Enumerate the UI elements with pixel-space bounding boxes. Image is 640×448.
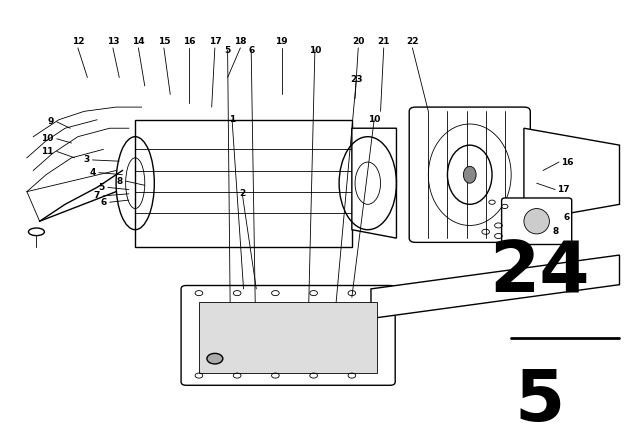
- Text: 3: 3: [83, 155, 90, 164]
- Text: 10: 10: [41, 134, 54, 143]
- Text: 16: 16: [183, 37, 196, 46]
- Text: 6: 6: [563, 212, 570, 221]
- Text: 17: 17: [209, 37, 221, 46]
- Text: 22: 22: [406, 37, 419, 46]
- Text: 17: 17: [557, 185, 570, 194]
- Text: 10: 10: [308, 46, 321, 55]
- Text: 20: 20: [352, 37, 364, 46]
- Text: 7: 7: [94, 191, 100, 200]
- Text: 8: 8: [552, 227, 559, 236]
- FancyBboxPatch shape: [409, 107, 531, 242]
- Polygon shape: [135, 120, 352, 246]
- Text: 18: 18: [234, 37, 246, 46]
- Text: 5: 5: [99, 183, 104, 192]
- FancyBboxPatch shape: [502, 198, 572, 245]
- Polygon shape: [524, 128, 620, 221]
- Text: 16: 16: [561, 158, 573, 167]
- Text: 21: 21: [378, 37, 390, 46]
- Text: 5: 5: [225, 46, 231, 55]
- Bar: [199, 302, 378, 374]
- Text: 10: 10: [368, 115, 380, 124]
- Text: 24: 24: [490, 239, 590, 308]
- Ellipse shape: [463, 166, 476, 183]
- Polygon shape: [371, 255, 620, 319]
- Ellipse shape: [207, 353, 223, 364]
- Text: 19: 19: [275, 37, 288, 46]
- FancyBboxPatch shape: [181, 285, 395, 385]
- Text: 13: 13: [107, 37, 119, 46]
- Text: 6: 6: [100, 198, 106, 207]
- Ellipse shape: [524, 209, 549, 234]
- Text: 2: 2: [239, 189, 245, 198]
- Text: 5: 5: [515, 367, 565, 436]
- Text: 8: 8: [116, 177, 122, 185]
- Text: 11: 11: [41, 147, 54, 156]
- Text: 14: 14: [132, 37, 145, 46]
- Text: 4: 4: [90, 168, 96, 177]
- Text: 9: 9: [47, 117, 54, 126]
- Text: 23: 23: [350, 75, 363, 84]
- Polygon shape: [352, 128, 396, 238]
- Text: 12: 12: [72, 37, 84, 46]
- Text: 15: 15: [157, 37, 170, 46]
- Text: 1: 1: [229, 115, 235, 124]
- Text: 6: 6: [248, 46, 254, 55]
